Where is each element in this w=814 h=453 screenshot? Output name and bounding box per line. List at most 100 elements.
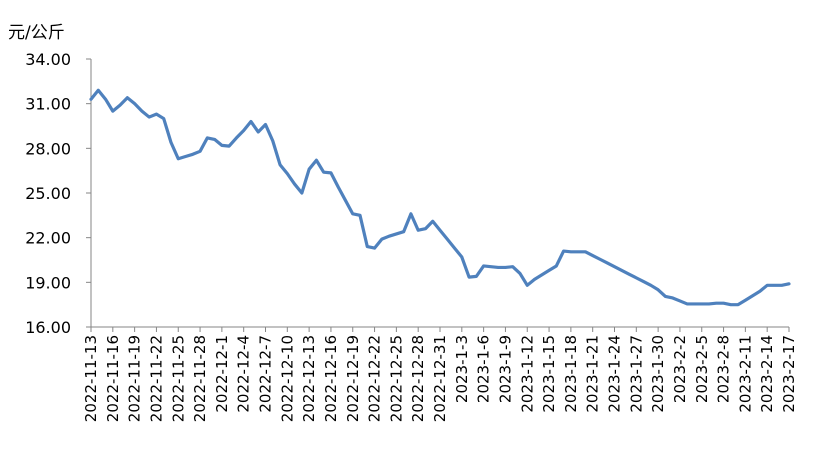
x-tick-label: 2022-12-10 [278,335,296,422]
data-point [518,272,522,275]
data-point [177,157,180,160]
x-tick-label: 2023-1-9 [496,335,514,403]
data-point [257,130,260,134]
x-tick-label: 2023-2-5 [693,335,711,403]
x-tick-label: 2022-12-28 [409,335,427,422]
data-point [242,129,245,132]
data-point [198,150,202,153]
data-point [656,288,660,291]
x-tick-label: 2023-1-18 [562,335,580,413]
data-point [591,254,594,257]
data-point [344,199,347,202]
x-tick-label: 2022-11-22 [147,335,165,422]
data-point [489,265,493,268]
data-point [700,302,703,306]
data-point [147,115,151,119]
y-axis-ticks: 34.00 31.00 28.00 25.00 22.00 19.00 16.00 [25,50,91,337]
y-tick-label: 28.00 [25,139,71,158]
x-tick-label: 2023-1-6 [475,335,493,403]
data-point [547,269,551,272]
data-point [300,191,304,195]
data-point [191,153,194,156]
data-point [249,120,253,123]
data-point [416,229,420,232]
data-point [380,237,384,241]
y-tick-label: 19.00 [25,273,71,292]
data-point [220,144,224,147]
data-point [598,258,602,261]
data-point [89,98,93,101]
x-tick-label: 2023-1-15 [540,335,558,413]
data-point [351,212,354,216]
x-tick-label: 2022-11-13 [82,335,100,422]
data-point [707,302,711,306]
data-point [627,272,631,276]
series-line [89,88,791,307]
x-tick-label: 2022-12-22 [366,335,384,422]
data-point [533,278,536,281]
data-point [118,103,122,107]
data-point [475,275,478,278]
data-point [496,266,500,269]
x-tick-label: 2023-2-14 [758,335,776,413]
data-point [438,229,442,232]
data-point [664,295,667,298]
data-point [562,249,565,253]
data-point [736,303,740,306]
data-point [104,98,107,101]
x-tick-label: 2023-1-3 [453,335,471,403]
x-tick-label: 2023-2-8 [715,335,733,403]
data-point [555,264,558,268]
data-point [642,280,645,283]
data-point [227,144,231,148]
data-point [126,96,129,99]
data-point [213,138,216,141]
data-point [649,284,653,287]
data-point [431,220,434,223]
data-point [758,290,762,293]
x-tick-label: 2023-1-24 [606,335,624,413]
data-point [765,284,769,287]
data-point [111,109,115,113]
data-point [584,250,587,254]
data-point [271,139,274,143]
data-point [446,237,449,241]
chart-series [89,88,791,307]
data-point [97,89,100,92]
data-point [613,265,616,268]
data-point [773,284,776,287]
data-point [606,261,609,265]
data-point [576,250,580,254]
data-point [635,276,638,280]
data-point [235,136,238,140]
x-tick-label: 2023-2-17 [780,335,798,413]
data-point [540,273,543,277]
data-point [526,284,529,287]
data-point [453,246,456,250]
data-point [264,123,267,126]
data-point [358,214,362,217]
data-point [337,185,340,189]
data-point [133,102,136,105]
data-point [307,167,311,171]
data-point [751,294,754,297]
data-point [504,266,507,269]
data-point [671,296,674,300]
x-tick-label: 2022-12-4 [235,335,253,413]
y-tick-label: 16.00 [25,318,71,337]
data-point [569,250,573,254]
data-point [206,136,209,140]
data-point [169,141,173,144]
x-tick-label: 2023-2-11 [736,335,754,413]
y-axis-unit-label: 元/公斤 [8,23,65,43]
data-point [329,171,333,175]
x-tick-label: 2022-11-25 [169,335,187,422]
data-point [780,284,783,287]
data-point [184,155,187,158]
x-tick-label: 2023-1-27 [627,335,645,413]
x-tick-label: 2023-1-21 [584,335,602,413]
x-tick-label: 2022-11-16 [104,335,122,422]
data-point [278,163,282,166]
x-tick-label: 2023-1-30 [649,335,667,413]
data-point [744,299,747,302]
